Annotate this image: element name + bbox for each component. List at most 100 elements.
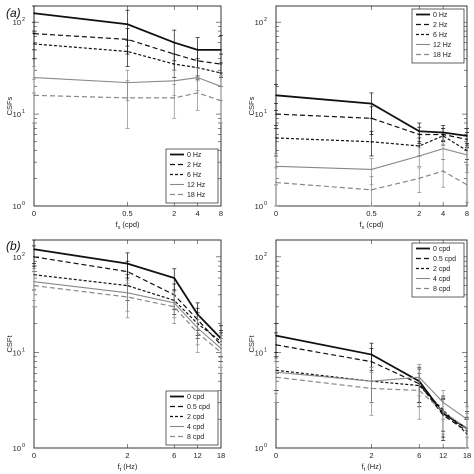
legend-label: 0 Hz [187, 152, 202, 159]
data-point [126, 270, 129, 273]
data-point [173, 277, 176, 279]
data-point [33, 255, 35, 258]
legend-label: 0.5 cpd [433, 256, 456, 263]
row-label-b: (b) [6, 239, 21, 253]
x-axis-label: fx (cpd) [115, 220, 140, 231]
x-tick-label: 18 [217, 451, 225, 460]
data-point [275, 343, 277, 346]
legend-label: 8 cpd [433, 286, 450, 293]
data-point [196, 332, 199, 334]
data-point [275, 137, 277, 139]
data-point [220, 99, 222, 102]
y-tick-exponent: 1 [264, 109, 267, 115]
legend-label: 2 Hz [187, 162, 202, 169]
y-axis-label: CSFt [247, 335, 256, 353]
y-tick-exponent: 0 [22, 443, 25, 449]
data-point [126, 296, 129, 298]
y-tick-exponent: 0 [264, 201, 267, 207]
legend-label: 0 Hz [433, 12, 448, 19]
y-tick-label: 10 [13, 18, 21, 27]
x-tick-label: 12 [193, 451, 201, 460]
data-point [173, 79, 176, 82]
y-tick-exponent: 2 [22, 17, 25, 23]
y-tick-label: 10 [13, 348, 21, 357]
data-point [418, 389, 421, 392]
x-tick-label: 18 [463, 451, 471, 460]
data-point [220, 351, 222, 354]
data-point [442, 410, 445, 413]
data-point [466, 183, 468, 186]
legend-label: 2 cpd [187, 414, 204, 421]
data-point [33, 43, 35, 45]
y-tick-label: 10 [255, 253, 263, 262]
data-point [466, 427, 468, 430]
data-point [275, 113, 277, 115]
x-tick-label: 2 [369, 451, 373, 460]
data-point [442, 170, 445, 172]
data-point [126, 50, 129, 53]
x-tick-label: 6 [417, 451, 421, 460]
series-5 [32, 78, 223, 129]
data-point [33, 76, 35, 79]
x-tick-label: 2 [172, 209, 176, 218]
data-point [370, 188, 373, 191]
data-point [370, 140, 373, 143]
legend-label: 18 Hz [433, 52, 452, 59]
data-point [370, 102, 373, 105]
x-tick-label: 4 [196, 209, 200, 218]
legend-label: 2 cpd [433, 266, 450, 273]
legend-label: 18 Hz [187, 192, 206, 199]
x-tick-label: 0.5 [122, 209, 132, 218]
y-tick-exponent: 2 [264, 17, 267, 23]
legend-label: 12 Hz [433, 42, 452, 49]
x-tick-label: 8 [219, 209, 223, 218]
x-axis-label: ft (Hz) [362, 462, 382, 473]
y-tick-label: 10 [255, 202, 263, 211]
x-tick-label: 4 [441, 209, 445, 218]
x-tick-label: 0 [274, 451, 278, 460]
x-tick-label: 12 [439, 451, 447, 460]
data-point [220, 48, 222, 51]
y-tick-label: 10 [13, 110, 21, 119]
data-point [33, 94, 35, 97]
series-line [275, 344, 468, 432]
legend-label: 4 cpd [187, 424, 204, 431]
data-point [466, 153, 468, 156]
data-point [442, 134, 445, 137]
y-tick-exponent: 2 [264, 252, 267, 258]
data-point [173, 305, 176, 308]
series-5 [274, 159, 469, 207]
data-point [33, 12, 35, 15]
y-tick-label: 10 [255, 348, 263, 357]
legend-label: 0 cpd [433, 246, 450, 253]
legend-label: 0.5 cpd [187, 404, 210, 411]
legend-label: 0 cpd [187, 394, 204, 401]
legend-label: 4 cpd [433, 276, 450, 283]
y-tick-label: 10 [13, 202, 21, 211]
legend: 0 Hz 2 Hz 6 Hz 12 Hz 18 Hz [165, 148, 219, 204]
legend-label: 6 Hz [187, 172, 202, 179]
series-5 [32, 271, 223, 374]
series-line [33, 274, 222, 343]
legend-label: 2 Hz [433, 22, 448, 29]
data-point [220, 72, 222, 74]
x-tick-label: 0 [32, 451, 36, 460]
series-4 [274, 139, 469, 186]
legend-label: 8 cpd [187, 434, 204, 441]
y-axis-label: CSFt [5, 335, 14, 353]
data-point [418, 155, 421, 157]
data-point [173, 97, 176, 99]
data-point [370, 360, 373, 363]
data-point [173, 63, 176, 65]
x-tick-label: 0 [32, 209, 36, 218]
legend: 0 cpd 0.5 cpd 2 cpd 4 cpd 8 cpd [411, 242, 465, 298]
data-point [370, 168, 373, 171]
y-tick-exponent: 2 [22, 252, 25, 258]
data-point [275, 94, 277, 97]
legend: 0 Hz 2 Hz 6 Hz 12 Hz 18 Hz [411, 8, 465, 64]
